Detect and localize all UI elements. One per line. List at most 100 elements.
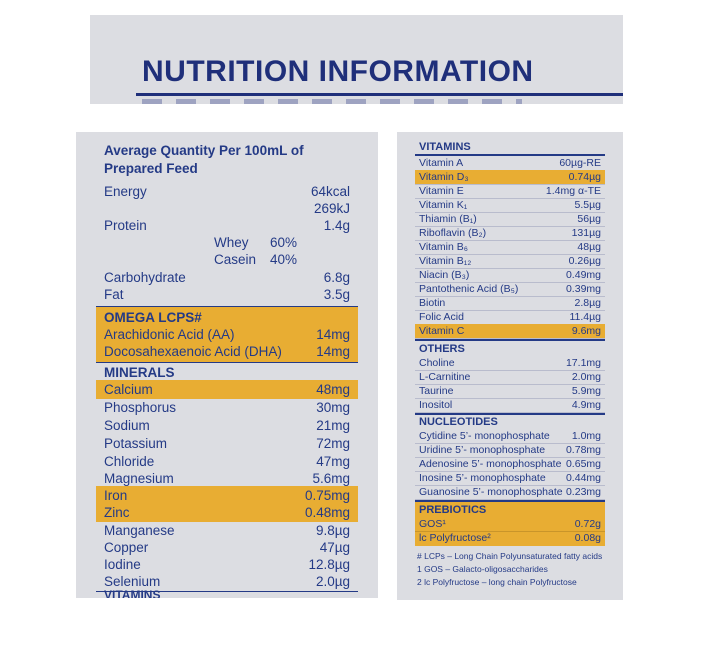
omega-label: Docosahexaenoic Acid (DHA) <box>104 344 282 359</box>
divider <box>415 413 605 415</box>
mineral-value: 47mg <box>316 454 350 469</box>
list-item: Vitamin D₃ 0.74µg <box>415 170 605 185</box>
vitamin-label: Vitamin A <box>419 157 464 169</box>
vitamin-label: Thiamin (B₁) <box>419 213 477 225</box>
right-nutrition-panel: VITAMINS Vitamin A 60µg-RE Vitamin D₃ 0.74… <box>397 132 623 600</box>
vitamin-value: 131µg <box>571 227 601 239</box>
list-item: Niacin (B₃) 0.49mg <box>415 268 605 283</box>
other-label: L-Carnitine <box>419 371 471 383</box>
minerals-heading-text: MINERALS <box>104 365 175 380</box>
protein-value: 1.4g <box>323 218 350 233</box>
nucleotide-label: Inosine 5’- monophosphate <box>419 472 546 484</box>
prebiotics-heading: PREBIOTICS <box>415 503 605 517</box>
cropped-heading: VITAMINS <box>104 590 161 598</box>
vitamin-label: Vitamin C <box>419 325 465 337</box>
omega-label: Arachidonic Acid (AA) <box>104 327 235 342</box>
list-item: Docosahexaenoic Acid (DHA) 14mg <box>96 342 358 361</box>
footnote: # LCPs – Long Chain Polyunsaturated fatt… <box>417 551 603 561</box>
nucleotides-heading: NUCLEOTIDES <box>415 415 605 429</box>
vitamin-value: 48µg <box>577 241 601 253</box>
serving-basis: Average Quantity Per 100mL of Prepared F… <box>104 143 304 176</box>
list-item: Vitamin A 60µg-RE <box>415 156 605 171</box>
mineral-label: Sodium <box>104 418 150 433</box>
page-title: NUTRITION INFORMATION <box>142 55 534 88</box>
omega-heading-text: OMEGA LCPS# <box>104 310 202 325</box>
fat-label: Fat <box>104 287 124 302</box>
mineral-label: Iron <box>104 488 128 503</box>
list-item: Riboflavin (B₂) 131µg <box>415 226 605 241</box>
list-item: Arachidonic Acid (AA) 14mg <box>96 325 358 344</box>
mineral-value: 0.48mg <box>304 505 350 520</box>
other-label: Inositol <box>419 399 453 411</box>
list-item: Taurine 5.9mg <box>415 384 605 399</box>
energy-kcal: 64kcal <box>310 184 350 199</box>
nucleotide-label: Adenosine 5’- monophosphate <box>419 458 562 470</box>
list-item: Vitamin E 1.4mg α-TE <box>415 184 605 199</box>
nucleotide-value: 0.23mg <box>565 486 601 498</box>
list-item: Cytidine 5’- monophosphate 1.0mg <box>415 429 605 444</box>
prebiotics-heading-text: PREBIOTICS <box>419 504 487 516</box>
mineral-label: Magnesium <box>104 471 174 486</box>
omega-value: 14mg <box>316 327 350 342</box>
list-item: Magnesium 5.6mg <box>96 469 358 488</box>
vitamins-heading: VITAMINS <box>415 140 605 154</box>
list-item: Calcium 48mg <box>96 380 358 399</box>
divider <box>96 306 358 307</box>
list-item: L-Carnitine 2.0mg <box>415 370 605 385</box>
vitamin-value: 0.39mg <box>565 283 601 295</box>
whey-label: Whey <box>214 235 249 250</box>
list-item: Chloride 47mg <box>96 452 358 471</box>
energy-row: Energy 64kcal <box>96 182 358 201</box>
divider <box>415 154 605 156</box>
casein-value: 40% <box>270 252 298 267</box>
vitamin-value: 5.5µg <box>574 199 602 211</box>
mineral-label: Potassium <box>104 436 168 451</box>
list-item: Vitamin C 9.6mg <box>415 324 605 339</box>
vitamin-label: Folic Acid <box>419 311 464 323</box>
nucleotide-label: Guanosine 5’- monophosphate <box>419 486 563 498</box>
vitamin-label: Vitamin K₁ <box>419 199 468 211</box>
vitamin-value: 11.4µg <box>569 311 601 323</box>
list-item: Copper 47µg <box>96 538 358 557</box>
vitamin-value: 2.8µg <box>574 297 602 309</box>
list-item: Inosine 5’- monophosphate 0.44mg <box>415 471 605 486</box>
footnote: 1 GOS – Galacto-oligosaccharides <box>417 564 548 574</box>
others-heading: OTHERS <box>415 342 605 356</box>
nucleotide-value: 0.65mg <box>565 458 601 470</box>
vitamin-label: Vitamin B₆ <box>419 241 468 253</box>
list-item: GOS¹ 0.72g <box>415 517 605 532</box>
casein-row: Casein 40% <box>214 251 314 269</box>
mineral-label: Phosphorus <box>104 400 177 415</box>
list-item: Uridine 5’- monophosphate 0.78mg <box>415 443 605 458</box>
left-nutrition-panel: Average Quantity Per 100mL of Prepared F… <box>76 132 378 598</box>
vitamin-value: 60µg-RE <box>559 157 601 169</box>
list-item: Pantothenic Acid (B₅) 0.39mg <box>415 282 605 297</box>
mineral-value: 47µg <box>319 540 350 555</box>
whey-value: 60% <box>270 235 298 250</box>
mineral-value: 21mg <box>316 418 350 433</box>
nucleotide-label: Uridine 5’- monophosphate <box>419 444 546 456</box>
list-item: Iodine 12.8µg <box>96 555 358 574</box>
mineral-label: Zinc <box>104 505 130 520</box>
mineral-value: 30mg <box>316 400 350 415</box>
vitamin-value: 9.6mg <box>571 325 601 337</box>
nucleotide-value: 0.78mg <box>565 444 601 456</box>
vitamin-label: Biotin <box>419 297 446 309</box>
cropped-subtitle <box>142 99 522 104</box>
list-item: lc Polyfructose² 0.08g <box>415 531 605 545</box>
vitamin-label: Vitamin B₁₂ <box>419 255 472 267</box>
mineral-label: Copper <box>104 540 149 555</box>
protein-row: Protein 1.4g <box>96 216 358 235</box>
list-item: Potassium 72mg <box>96 434 358 453</box>
other-value: 5.9mg <box>571 385 601 397</box>
prebiotics-highlight <box>415 502 605 546</box>
vitamin-value: 0.74µg <box>568 171 601 183</box>
mineral-value: 12.8µg <box>308 557 350 572</box>
list-item: Phosphorus 30mg <box>96 398 358 417</box>
vitamin-label: Vitamin E <box>419 185 464 197</box>
carbohydrate-value: 6.8g <box>323 270 350 285</box>
carbohydrate-label: Carbohydrate <box>104 270 186 285</box>
mineral-value: 0.75mg <box>304 488 350 503</box>
whey-row: Whey 60% <box>214 234 314 252</box>
mineral-value: 72mg <box>316 436 350 451</box>
